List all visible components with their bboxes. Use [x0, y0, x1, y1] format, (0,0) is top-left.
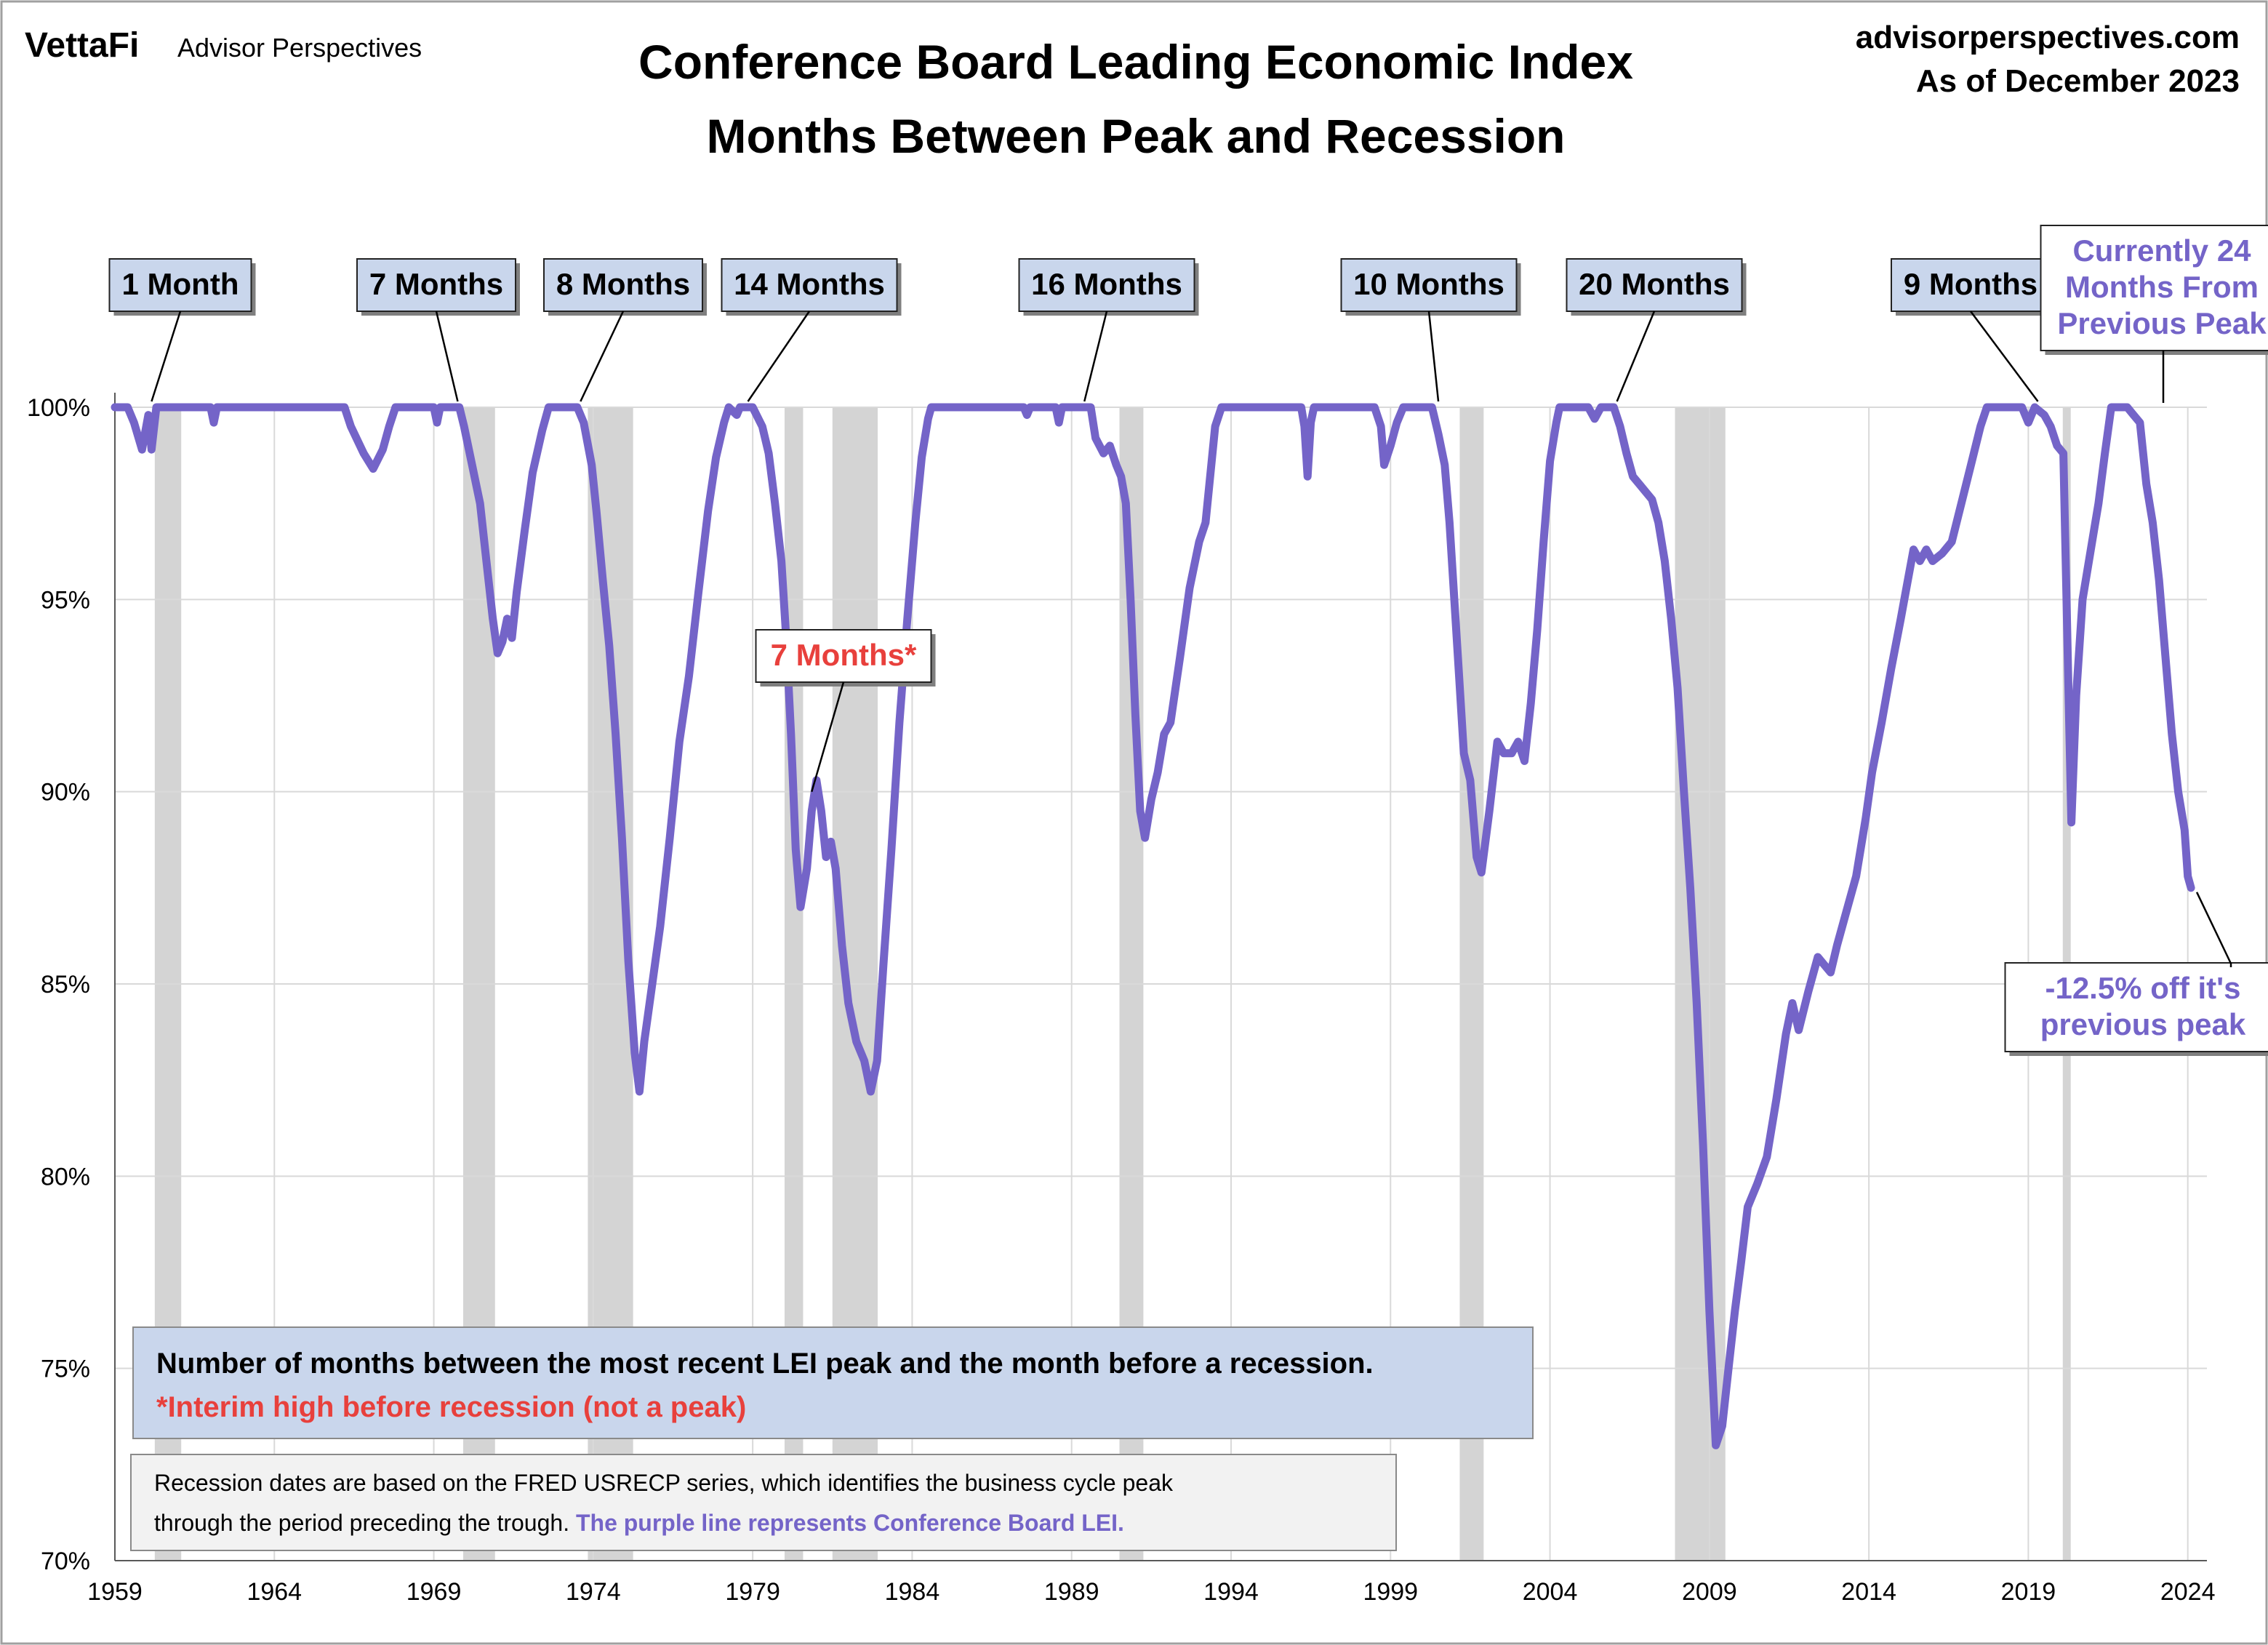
peak-callouts: 1 Month 7 Months 8 Months 14 Months 16 Month… — [108, 225, 2268, 1056]
callout-6-text: 10 Months — [1353, 267, 1504, 301]
callout-2-box — [356, 258, 516, 312]
x-tick-label: 1979 — [725, 1578, 780, 1606]
callout-7-text: 20 Months — [1579, 267, 1730, 301]
callout-1-text: 1 Month — [122, 267, 239, 301]
footnote-text: *Interim high before recession (not a pe… — [156, 1391, 746, 1423]
x-tick-label: 2014 — [1841, 1578, 1896, 1606]
callout-4: 14 Months — [721, 258, 902, 316]
x-tick-label: 2019 — [2001, 1578, 2056, 1606]
y-tick-label: 85% — [41, 971, 90, 998]
source-note-box — [130, 1454, 1397, 1551]
x-tick-label: 1999 — [1363, 1578, 1418, 1606]
callout-8-box — [1891, 258, 2051, 312]
main-note-box — [132, 1326, 1534, 1439]
callout-6-box — [1340, 258, 1518, 312]
callout-3: 8 Months — [543, 258, 707, 316]
callout-2-leader — [435, 311, 459, 402]
interim-callout-text: 7 Months* — [771, 638, 917, 672]
interim-callout: 7 Months* — [755, 629, 936, 687]
callout-5: 16 Months — [1018, 258, 1199, 316]
x-tick-label: 1969 — [406, 1578, 462, 1606]
site-url: advisorperspectives.com — [1856, 20, 2240, 55]
callout-3-leader — [580, 311, 625, 402]
drawdown-callout-text: -12.5% off it's — [2045, 971, 2240, 1005]
callout-5-leader — [1083, 311, 1108, 402]
source-line-2-purple: The purple line represents Conference Bo… — [569, 1510, 1124, 1536]
chart-title: Conference Board Leading Economic Index — [638, 35, 1633, 89]
x-tick-label: 1989 — [1044, 1578, 1099, 1606]
callout-3-box — [543, 258, 703, 312]
current-callout-text: Previous Peak — [2057, 306, 2267, 340]
x-tick-label: 2004 — [1523, 1578, 1578, 1606]
y-tick-label: 75% — [41, 1356, 90, 1383]
callout-4-box — [721, 258, 898, 312]
brand-subtitle: Advisor Perspectives — [177, 33, 422, 63]
y-tick-label: 100% — [27, 394, 90, 422]
y-tick-label: 70% — [41, 1548, 90, 1575]
x-tick-label: 2024 — [2160, 1578, 2216, 1606]
callout-6-leader — [1427, 311, 1440, 402]
main-note: Number of months between the most recent… — [132, 1326, 1534, 1439]
y-tick-labels: 70% 75% 80% 85% 90% 95% 100% — [27, 394, 90, 1575]
callout-8: 9 Months — [1891, 258, 2054, 316]
axes — [114, 393, 2207, 1561]
callout-8-text: 9 Months — [1904, 267, 2037, 301]
drawdown-callout-leader — [2195, 892, 2232, 967]
y-tick-label: 80% — [41, 1163, 90, 1190]
callout-7-leader — [1616, 311, 1656, 402]
x-tick-label: 1984 — [885, 1578, 940, 1606]
callout-2: 7 Months — [356, 258, 520, 316]
x-tick-label: 2009 — [1682, 1578, 1737, 1606]
drawdown-callout-text: previous peak — [2040, 1007, 2246, 1041]
source-line-2-text: through the period preceding the trough. — [154, 1510, 569, 1536]
callout-6: 10 Months — [1340, 258, 1521, 316]
current-callout-text: Currently 24 — [2072, 233, 2251, 268]
callout-3-text: 8 Months — [556, 267, 690, 301]
x-tick-label: 1994 — [1203, 1578, 1259, 1606]
callout-7: 20 Months — [1566, 258, 1747, 316]
callout-2-text: 7 Months — [369, 267, 503, 301]
y-tick-label: 90% — [41, 779, 90, 807]
interim-callout-leader — [811, 681, 845, 793]
brand-logo: VettaFi — [25, 26, 139, 65]
callout-1-box — [108, 258, 252, 312]
callout-5-text: 16 Months — [1031, 267, 1182, 301]
as-of-date: As of December 2023 — [1916, 63, 2240, 99]
main-note-text: Number of months between the most recent… — [156, 1348, 1374, 1380]
callout-8-leader — [1969, 311, 2039, 402]
callout-1-leader — [151, 311, 182, 402]
lei-line — [111, 403, 2195, 1449]
callout-4-leader — [747, 311, 811, 402]
lei-series — [111, 403, 2195, 1449]
x-tick-label: 1959 — [87, 1578, 143, 1606]
callout-4-text: 14 Months — [734, 267, 885, 301]
callout-1: 1 Month — [108, 258, 256, 316]
drawdown-callout-box — [2004, 962, 2268, 1052]
current-callout-text: Months From — [2065, 270, 2259, 304]
x-tick-label: 1964 — [247, 1578, 302, 1606]
chart-subtitle: Months Between Peak and Recession — [706, 109, 1565, 163]
x-tick-label: 1974 — [566, 1578, 621, 1606]
source-line-1: Recession dates are based on the FRED US… — [154, 1470, 1174, 1496]
y-tick-label: 95% — [41, 586, 90, 614]
current-callout-box — [2040, 225, 2268, 351]
source-line-2: through the period preceding the trough.… — [154, 1510, 1124, 1536]
x-tick-labels: 1959 1964 1969 1974 1979 1984 1989 1994 1999 2004… — [87, 1578, 2215, 1606]
source-note: Recession dates are based on the FRED US… — [130, 1454, 1397, 1551]
